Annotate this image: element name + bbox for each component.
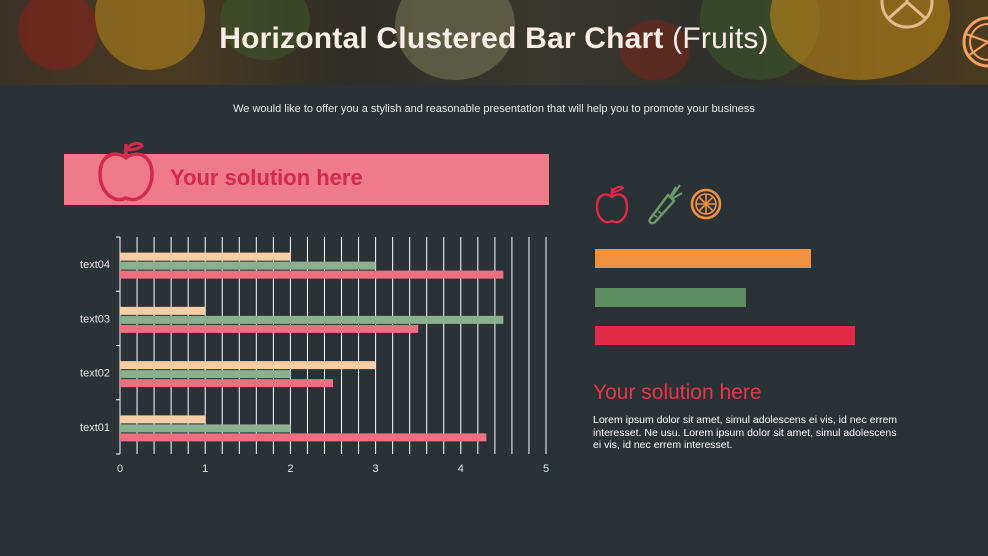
- bar: [120, 324, 419, 333]
- x-tick-label: 2: [287, 463, 293, 475]
- category-label: text02: [80, 368, 110, 380]
- x-tick-label: 4: [458, 463, 464, 475]
- orange-slice-icon: [962, 16, 988, 68]
- hero-banner: Horizontal Clustered Bar Chart (Fruits): [0, 0, 988, 85]
- subtitle: We would like to offer you a stylish and…: [233, 103, 755, 115]
- category-label: text01: [80, 422, 110, 434]
- bar: [120, 252, 291, 261]
- bar: [120, 261, 376, 270]
- apple-icon: [98, 141, 154, 202]
- bar: [120, 270, 504, 279]
- orange-slice-icon: [690, 188, 722, 220]
- title-main: Horizontal Clustered Bar Chart: [219, 22, 664, 55]
- bar: [120, 306, 206, 315]
- x-tick-label: 3: [373, 463, 379, 475]
- bar: [120, 424, 291, 433]
- carrot-icon: [648, 184, 683, 225]
- bar: [120, 433, 487, 442]
- banner-title: Your solution here: [170, 165, 363, 190]
- bar: [120, 315, 504, 324]
- bar-chart: text01 text02 text03 text04 0 1 2 3 4 5: [80, 236, 549, 475]
- x-tick-label: 5: [543, 463, 549, 475]
- page-title: Horizontal Clustered Bar Chart (Fruits): [0, 22, 988, 56]
- legend-bar: [595, 326, 855, 345]
- bar: [120, 361, 376, 370]
- title-paren: (Fruits): [672, 22, 769, 55]
- right-body: Lorem ipsum dolor sit amet, simul adoles…: [593, 414, 898, 451]
- solution-banner: [64, 154, 549, 205]
- bar: [120, 415, 206, 424]
- right-title: Your solution here: [593, 381, 762, 404]
- legend-bar: [595, 249, 811, 268]
- category-label: text03: [80, 313, 110, 325]
- bar: [120, 370, 291, 379]
- orange-slice-icon: [880, 0, 934, 29]
- apple-icon: [595, 185, 629, 224]
- legend-bar: [595, 288, 746, 307]
- category-label: text04: [80, 259, 110, 271]
- x-tick-label: 1: [202, 463, 208, 475]
- bar: [120, 379, 333, 388]
- x-tick-label: 0: [117, 463, 123, 475]
- icon-row: [595, 184, 722, 225]
